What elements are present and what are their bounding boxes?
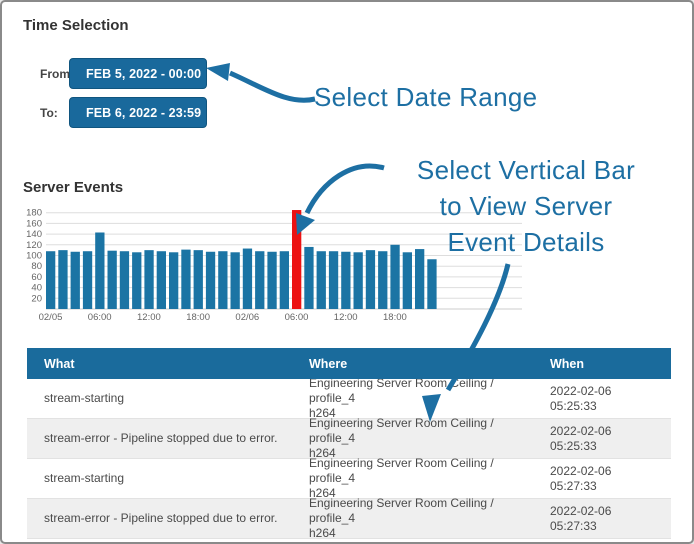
event-bar-selected[interactable] <box>292 210 302 309</box>
event-bar[interactable] <box>193 250 203 309</box>
event-bar[interactable] <box>378 251 388 309</box>
event-bar[interactable] <box>169 252 179 309</box>
y-axis-tick-label: 160 <box>26 218 42 229</box>
event-bar[interactable] <box>181 249 191 309</box>
y-axis-tick-label: 180 <box>26 208 42 219</box>
cell-what: stream-error - Pipeline stopped due to e… <box>44 431 278 445</box>
to-date-value: FEB 6, 2022 - 23:59 <box>86 105 202 120</box>
event-bar[interactable] <box>328 251 339 309</box>
event-bar[interactable] <box>107 250 117 309</box>
table-header-where: Where <box>309 356 348 371</box>
event-bar[interactable] <box>316 251 326 309</box>
x-axis-tick-label: 02/05 <box>39 312 63 323</box>
x-axis-tick-label: 06:00 <box>88 312 112 323</box>
event-bar[interactable] <box>58 250 68 309</box>
event-bar[interactable] <box>70 251 80 309</box>
table-body: stream-starting Engineering Server Room C… <box>27 376 671 540</box>
to-date-button[interactable]: FEB 6, 2022 - 23:59 <box>69 97 207 128</box>
from-date-button[interactable]: FEB 5, 2022 - 00:00 <box>69 58 207 89</box>
event-bar[interactable] <box>156 251 166 309</box>
x-axis-tick-label: 12:00 <box>334 312 358 323</box>
event-bar[interactable] <box>415 249 425 309</box>
event-bar[interactable] <box>132 252 142 309</box>
event-bar[interactable] <box>402 252 412 309</box>
y-axis-tick-label: 20 <box>31 293 42 304</box>
x-axis-tick-label: 12:00 <box>137 312 161 323</box>
table-row: stream-starting Engineering Server Room C… <box>27 456 671 500</box>
event-bar[interactable] <box>255 251 265 309</box>
event-bar[interactable] <box>218 251 228 309</box>
x-axis-tick-label: 06:00 <box>285 312 309 323</box>
cell-where: Engineering Server Room Ceiling / profil… <box>309 496 494 540</box>
annotation-select-bar-line1: Select Vertical Bar <box>416 155 636 185</box>
y-axis-tick-label: 100 <box>26 251 42 262</box>
annotation-select-date-range: Select Date Range <box>314 82 538 112</box>
annotation-select-bar-line3: Event Details <box>447 227 605 257</box>
event-bar[interactable] <box>95 232 105 309</box>
y-axis-tick-label: 120 <box>26 240 42 251</box>
event-bar[interactable] <box>279 251 289 309</box>
x-axis-tick-label: 18:00 <box>186 312 210 323</box>
event-bar[interactable] <box>230 252 240 309</box>
cell-what: stream-starting <box>44 391 125 405</box>
event-bar[interactable] <box>353 252 363 309</box>
x-axis-tick-label: 18:00 <box>383 312 407 323</box>
cell-when: 2022-02-06 05:25:33 <box>550 423 612 453</box>
event-bar[interactable] <box>205 251 216 309</box>
cell-where: Engineering Server Room Ceiling / profil… <box>309 456 494 500</box>
event-bar[interactable] <box>341 251 351 309</box>
y-axis-tick-label: 140 <box>26 229 42 240</box>
event-bar[interactable] <box>144 250 154 309</box>
event-bar[interactable] <box>427 259 437 309</box>
annotation-select-bar-line2: to View Server <box>439 191 613 221</box>
y-axis-tick-label: 40 <box>31 283 42 294</box>
cell-what: stream-error - Pipeline stopped due to e… <box>44 511 278 525</box>
annotation-select-bar: Select Vertical Bar to View Server Event… <box>380 152 672 260</box>
x-axis-tick-label: 02/06 <box>235 312 259 323</box>
from-date-value: FEB 5, 2022 - 00:00 <box>86 66 202 81</box>
server-events-table: What Where When stream-starting Engineeri… <box>27 348 671 540</box>
table-row: stream-starting Engineering Server Room C… <box>27 376 671 420</box>
event-bar[interactable] <box>365 250 376 309</box>
cell-when: 2022-02-06 05:27:33 <box>550 463 612 493</box>
event-bar[interactable] <box>46 251 56 309</box>
event-bar[interactable] <box>390 244 400 309</box>
time-selection-title: Time Selection <box>23 17 129 34</box>
table-row: stream-error - Pipeline stopped due to e… <box>27 496 671 540</box>
event-bar[interactable] <box>304 246 314 309</box>
event-bar[interactable] <box>82 251 93 309</box>
cell-when: 2022-02-06 05:27:33 <box>550 503 612 533</box>
to-label: To: <box>40 106 58 120</box>
date-range-arrow <box>206 63 316 103</box>
server-events-title: Server Events <box>23 179 124 196</box>
cell-where: Engineering Server Room Ceiling / profil… <box>309 376 494 420</box>
table-header-row: What Where When <box>27 348 671 379</box>
y-axis-tick-label: 60 <box>31 272 42 283</box>
event-bar[interactable] <box>242 248 253 309</box>
from-label: From: <box>40 67 74 81</box>
event-bar[interactable] <box>267 251 277 309</box>
event-bar[interactable] <box>119 251 130 309</box>
table-row: stream-error - Pipeline stopped due to e… <box>27 416 671 460</box>
cell-when: 2022-02-06 05:25:33 <box>550 383 612 413</box>
cell-what: stream-starting <box>44 471 125 485</box>
table-header-what: What <box>44 356 75 371</box>
table-header-when: When <box>550 356 585 371</box>
cell-where: Engineering Server Room Ceiling / profil… <box>309 416 494 460</box>
y-axis-tick-label: 80 <box>31 261 42 272</box>
